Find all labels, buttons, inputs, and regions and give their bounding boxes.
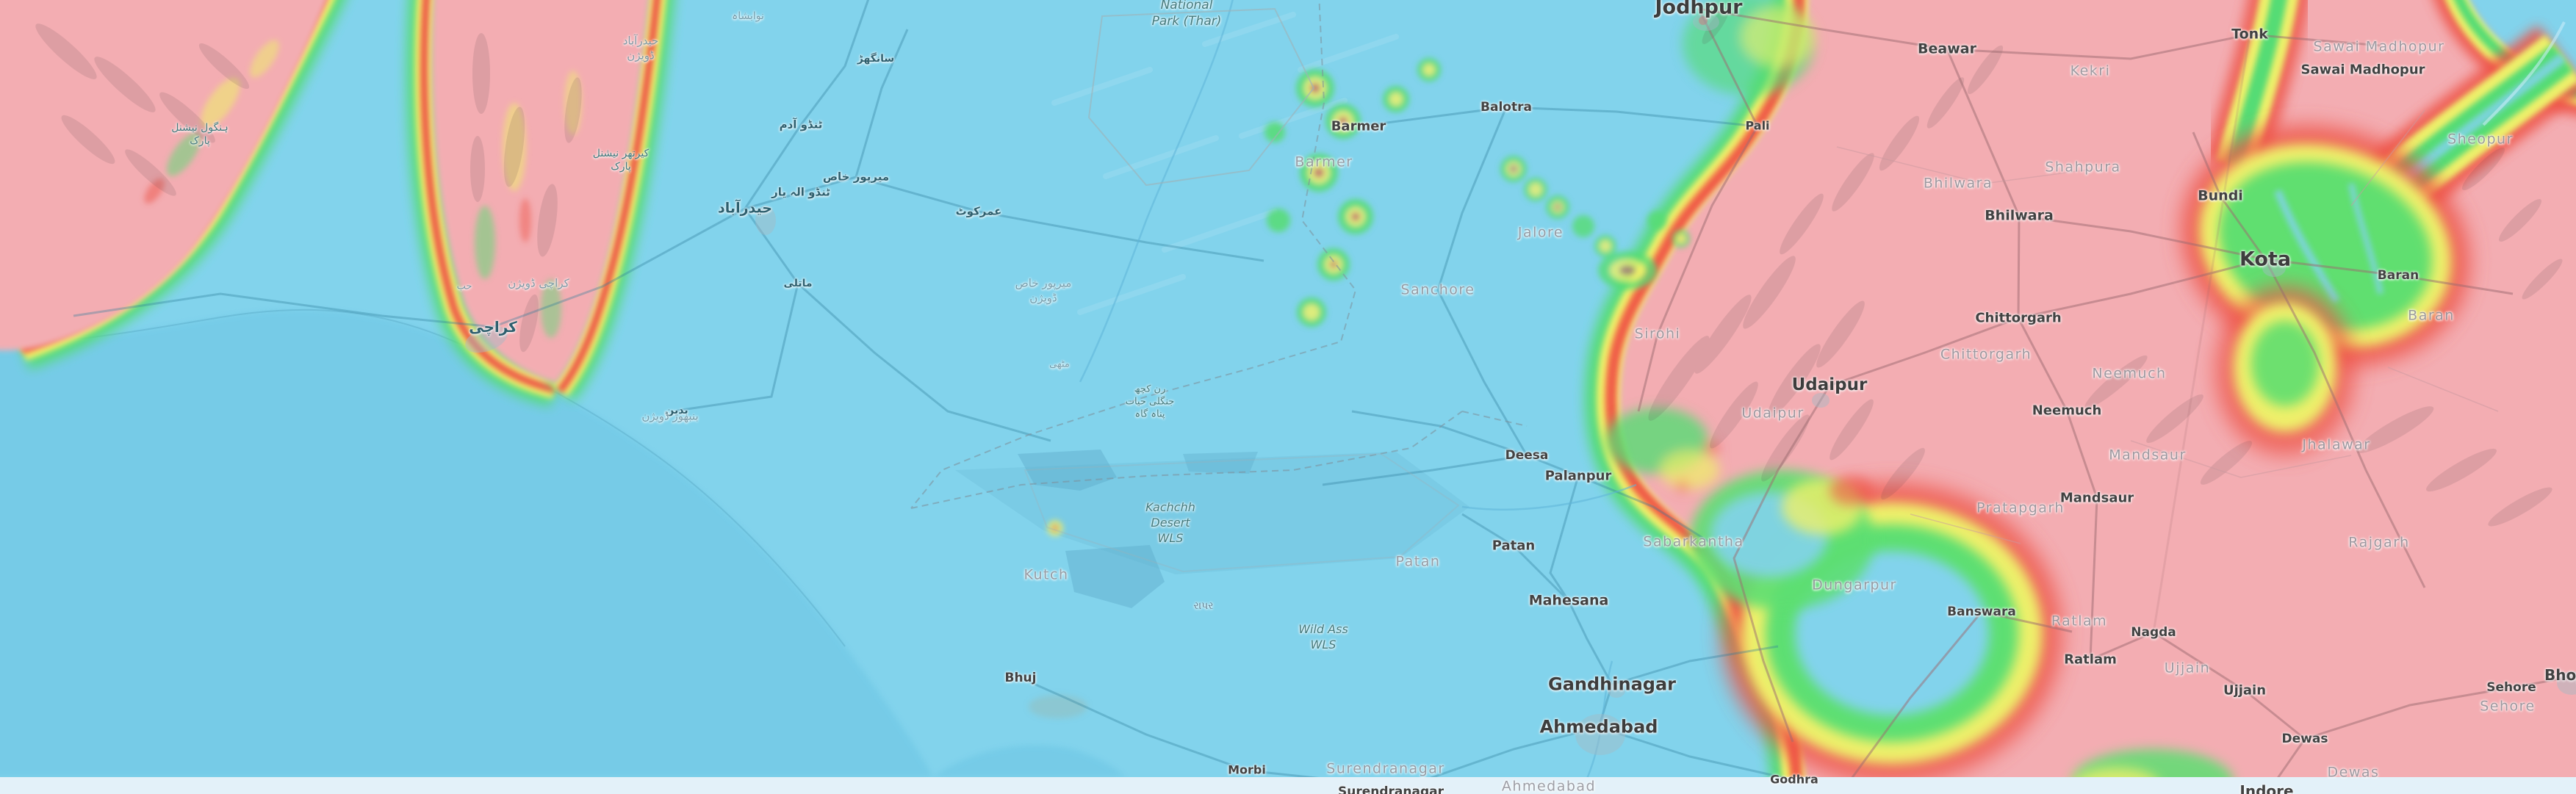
tile-gap-band (0, 777, 2576, 794)
desert-hills (1029, 58, 1690, 718)
sea-area (0, 309, 1126, 777)
admin-boundaries (910, 0, 1528, 509)
protected-area-boundaries (1023, 7, 1460, 573)
urban-areas (465, 13, 2576, 755)
dune-streaks (1051, 12, 1399, 315)
rivers (1079, 0, 2566, 779)
hillshade-texture (35, 7, 2563, 527)
kirthar-band (431, 0, 650, 383)
makran-mottle (144, 40, 279, 204)
district-boundaries (1836, 109, 2499, 544)
kota-basin (2181, 125, 2470, 455)
kirthar-mottle (475, 71, 582, 338)
mahi-pocket (1690, 470, 2234, 794)
palanpur-mottle (1605, 0, 1815, 492)
highland-northwest (0, 0, 327, 351)
roads-lowland (73, 0, 1795, 793)
rann-saltflat-tint (955, 450, 1469, 608)
